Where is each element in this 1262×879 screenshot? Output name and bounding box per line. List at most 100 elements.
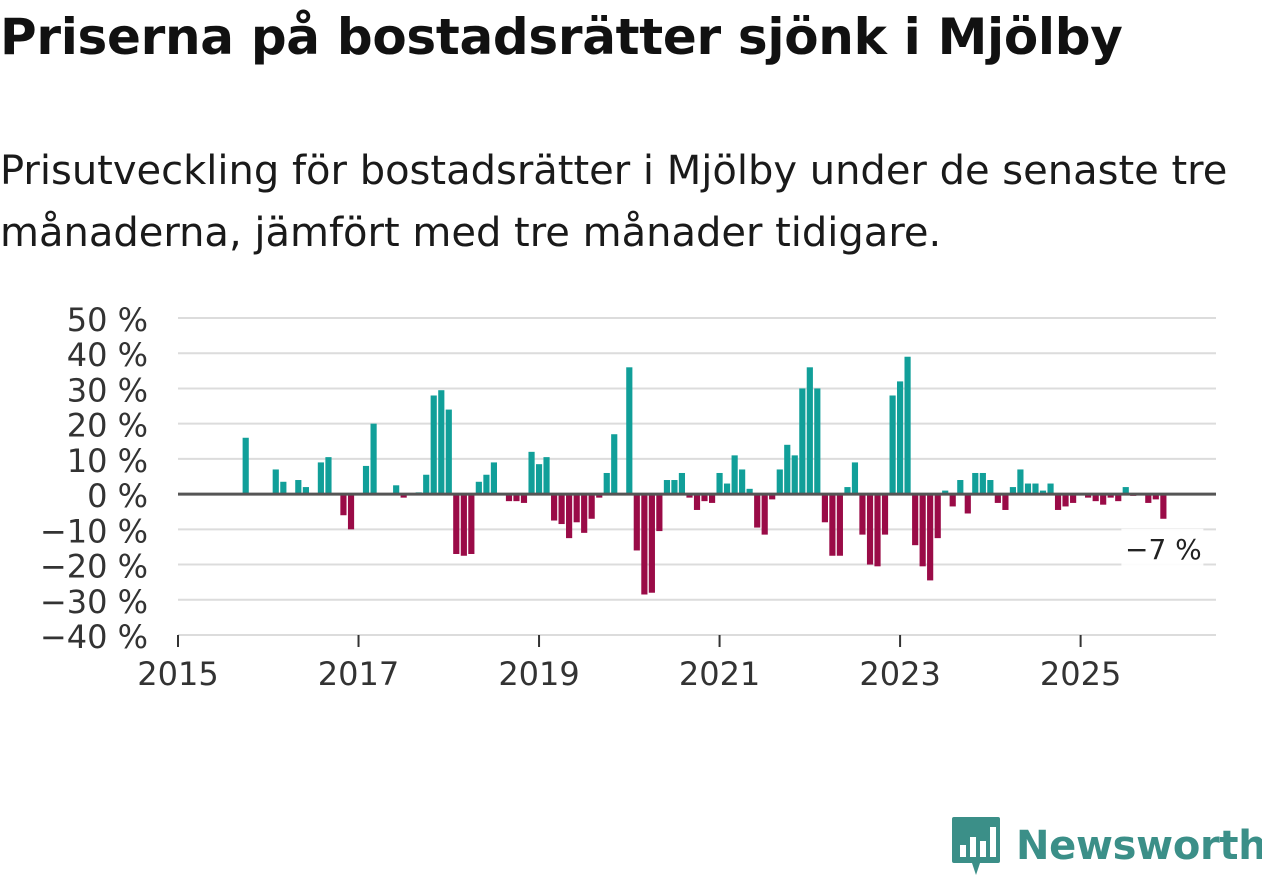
bar: [723, 483, 731, 495]
bar: [874, 494, 881, 567]
bar: [821, 494, 828, 523]
bar: [611, 434, 618, 495]
bar: [1009, 487, 1016, 495]
bar: [784, 444, 791, 495]
x-tick-label: 2021: [679, 655, 760, 693]
bar: [814, 388, 821, 495]
bar: [1054, 494, 1062, 510]
bar: [754, 494, 761, 528]
bar: [708, 494, 716, 503]
chart-subtitle: Prisutveckling för bostadsrätter i Mjölb…: [0, 148, 1228, 256]
y-tick-label: −30 %: [40, 583, 148, 621]
bar: [866, 494, 874, 565]
bar: [280, 481, 287, 495]
bar: [1107, 494, 1114, 498]
y-tick-label: 40 %: [67, 336, 148, 374]
y-tick-label: −40 %: [40, 618, 148, 656]
bar: [370, 423, 377, 495]
bar: [994, 494, 1001, 503]
bar: [957, 480, 964, 495]
bar: [1017, 469, 1024, 495]
bar: [806, 367, 813, 495]
bar: [468, 494, 475, 554]
bar: [919, 494, 926, 567]
bar: [490, 462, 497, 495]
bar: [851, 462, 859, 495]
bar: [746, 488, 753, 495]
y-tick-label: 10 %: [67, 442, 148, 480]
bar: [347, 494, 355, 530]
bar: [799, 388, 806, 495]
bar: [325, 457, 332, 495]
bar: [400, 494, 407, 498]
x-tick-label: 2017: [318, 655, 399, 693]
bar: [912, 494, 919, 546]
bar: [904, 356, 911, 495]
bar: [242, 437, 249, 495]
bar: [641, 494, 648, 595]
bar: [693, 494, 701, 510]
bar: [596, 494, 603, 498]
annotation-group: −7 %: [1121, 528, 1204, 567]
bar: [671, 480, 678, 495]
bar: [393, 485, 400, 495]
bar: [633, 494, 640, 551]
y-tick-label: 50 %: [67, 301, 148, 339]
bar: [1024, 483, 1032, 495]
bar: [1122, 487, 1129, 495]
bar: [964, 494, 971, 514]
bar: [505, 494, 513, 502]
bar: [423, 474, 430, 495]
bar: [1032, 483, 1039, 495]
bar: [686, 494, 693, 498]
bar: [460, 494, 467, 556]
newsworthy-logo-icon: [952, 817, 1000, 875]
bar: [558, 494, 565, 525]
bar: [881, 494, 889, 535]
bar: [430, 395, 437, 495]
bar: [438, 390, 445, 495]
y-tick-label: 20 %: [67, 407, 148, 445]
bar: [603, 472, 610, 495]
bar: [889, 395, 896, 495]
bar: [1062, 494, 1069, 507]
bar: [829, 494, 836, 556]
y-tick-label: −10 %: [40, 512, 148, 550]
bar: [626, 367, 633, 495]
bar: [791, 455, 798, 495]
bar: [972, 472, 979, 495]
bar-chart: 50 %40 %30 %20 %10 %0 %−10 %−20 %−30 %−4…: [40, 301, 1216, 693]
x-tick-label: 2019: [498, 655, 579, 693]
annotation-background: [1121, 528, 1204, 567]
bar: [551, 494, 558, 521]
bar: [927, 494, 934, 581]
y-axis-labels: 50 %40 %30 %20 %10 %0 %−10 %−20 %−30 %−4…: [40, 301, 148, 656]
bar: [483, 474, 490, 495]
bar: [844, 487, 851, 495]
bar: [588, 494, 595, 519]
bar: [663, 480, 671, 495]
bar: [520, 494, 528, 503]
bar: [581, 494, 588, 533]
bar: [453, 494, 460, 554]
bar: [528, 451, 535, 495]
brand-name: Newsworthy: [1016, 823, 1262, 869]
bar: [362, 465, 370, 495]
bar: [1070, 494, 1077, 503]
bar: [987, 480, 994, 495]
bar: [731, 455, 738, 495]
x-tick-label: 2023: [859, 655, 940, 693]
bar: [1085, 494, 1092, 498]
bar: [897, 381, 904, 495]
bar: [678, 472, 686, 495]
bar: [543, 457, 550, 495]
bar: [1047, 483, 1054, 495]
bar: [949, 494, 956, 507]
bar: [716, 472, 723, 495]
bar: [317, 462, 324, 495]
bar: [535, 464, 543, 495]
bar: [1039, 490, 1047, 495]
bar: [979, 472, 986, 495]
bar: [859, 494, 866, 535]
y-tick-label: 30 %: [67, 371, 148, 409]
